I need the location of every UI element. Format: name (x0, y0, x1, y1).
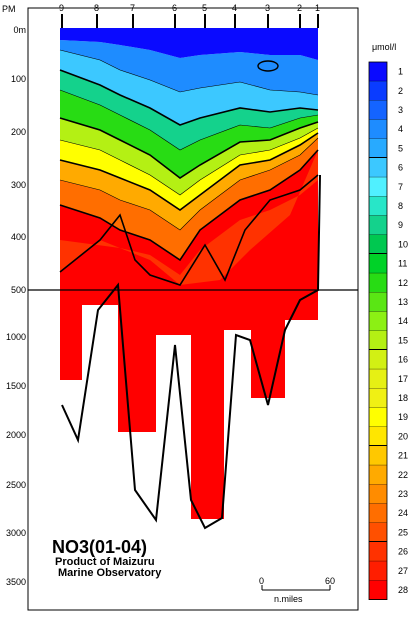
depth-tick-label: 2000 (6, 430, 26, 440)
station-label: 2 (297, 3, 302, 13)
depth-tick-label: 300 (11, 180, 26, 190)
station-axis: 9 8 7 6 5 4 3 2 1 (59, 3, 320, 28)
colorbar-swatch (369, 542, 387, 562)
colorbar-label: 20 (398, 431, 408, 441)
colorbar-swatch (369, 446, 387, 466)
colorbar-label: 25 (398, 527, 408, 537)
colorbar-label: 4 (398, 124, 403, 134)
depth-tick-label: 3000 (6, 528, 26, 538)
colorbar-swatch (369, 426, 387, 446)
colorbar-label: 1 (398, 67, 403, 77)
colorbar-label: 23 (398, 489, 408, 499)
colorbar-label: 28 (398, 585, 408, 595)
colorbar-swatch (369, 292, 387, 312)
colorbar-label: 21 (398, 451, 408, 461)
colorbar-label: 13 (398, 297, 408, 307)
colorbar-swatch (369, 254, 387, 274)
colorbar-label: 10 (398, 239, 408, 249)
scale-bar: 0 60 n.miles (259, 576, 335, 604)
colorbar-swatch (369, 158, 387, 178)
colorbar-label: 17 (398, 374, 408, 384)
station-label: 6 (172, 3, 177, 13)
colorbar-label: 19 (398, 412, 408, 422)
scale-start: 0 (259, 576, 264, 586)
contour-lines (59, 49, 319, 286)
colorbar-swatch (369, 196, 387, 216)
station-label: 9 (59, 3, 64, 13)
depth-tick-label: 200 (11, 127, 26, 137)
station-label: 4 (232, 3, 237, 13)
colorbar-swatch (369, 407, 387, 427)
station-label: 5 (202, 3, 207, 13)
colorbar-swatch (369, 369, 387, 389)
colorbar-label: 26 (398, 547, 408, 557)
colorbar-label: 14 (398, 316, 408, 326)
colorbar-label: 22 (398, 470, 408, 480)
colorbar-label: 24 (398, 508, 408, 518)
depth-axis: 0m 100 200 300 400 500 1000 1500 2000 2500 3000 350… (6, 25, 26, 587)
colorbar-swatch (369, 350, 387, 370)
colorbar-label: 5 (398, 143, 403, 153)
scale-unit: n.miles (274, 594, 303, 604)
colorbar-label: 12 (398, 278, 408, 288)
station-label: 1 (315, 3, 320, 13)
colorbar-label: 7 (398, 182, 403, 192)
depth-tick-label: 0m (13, 25, 26, 35)
unit-label: μmol/l (372, 42, 396, 52)
colorbar-swatch (369, 484, 387, 504)
colorbar-label: 6 (398, 163, 403, 173)
depth-tick-label: 2500 (6, 480, 26, 490)
bottom-profile (61, 174, 321, 530)
colorbar-swatch (369, 503, 387, 523)
colorbar-swatch (369, 215, 387, 235)
scale-end: 60 (325, 576, 335, 586)
colorbar-label: 9 (398, 220, 403, 230)
depth-tick-label: 100 (11, 74, 26, 84)
station-label: 8 (94, 3, 99, 13)
colorbar-label: 8 (398, 201, 403, 211)
credit-line-2: Marine Observatory (58, 567, 162, 579)
pm-label: PM (2, 4, 16, 14)
colorbar-label: 18 (398, 393, 408, 403)
depth-tick-label: 3500 (6, 577, 26, 587)
upper-section-field (60, 28, 318, 290)
colorbar-label: 27 (398, 566, 408, 576)
colorbar-swatch (369, 138, 387, 158)
depth-tick-label: 1000 (6, 332, 26, 342)
colorbar-label: 3 (398, 105, 403, 115)
depth-tick-label: 500 (11, 285, 26, 295)
colorbar-swatch (369, 100, 387, 120)
colorbar-swatch (369, 177, 387, 197)
colorbar-swatch (369, 580, 387, 600)
colorbar-swatch (369, 62, 387, 82)
station-label: 7 (130, 3, 135, 13)
station-label: 3 (265, 3, 270, 13)
colorbar-swatch (369, 234, 387, 254)
colorbar-swatch (369, 465, 387, 485)
credit-line-1: Product of Maizuru (55, 556, 155, 568)
colorbar-label: 15 (398, 335, 408, 345)
colorbar-swatch (369, 561, 387, 581)
colorbar-swatch (369, 388, 387, 408)
plot-frame (27, 7, 359, 611)
chart-title: NO3(01-04) (52, 537, 147, 557)
colorbar-label: 11 (398, 259, 407, 269)
colorbar-swatch (369, 273, 387, 293)
depth-tick-label: 1500 (6, 381, 26, 391)
colorbar-swatch (369, 330, 387, 350)
colorbar-swatch (369, 311, 387, 331)
colorbar-label: 16 (398, 355, 408, 365)
colorbar-label: 2 (398, 86, 403, 96)
colorbar-swatch (369, 81, 387, 101)
colorbar-swatch (369, 522, 387, 542)
colorbar: 1234567891011121314151617181920212223242… (368, 61, 408, 600)
colorbar-swatch (369, 119, 387, 139)
depth-tick-label: 400 (11, 232, 26, 242)
